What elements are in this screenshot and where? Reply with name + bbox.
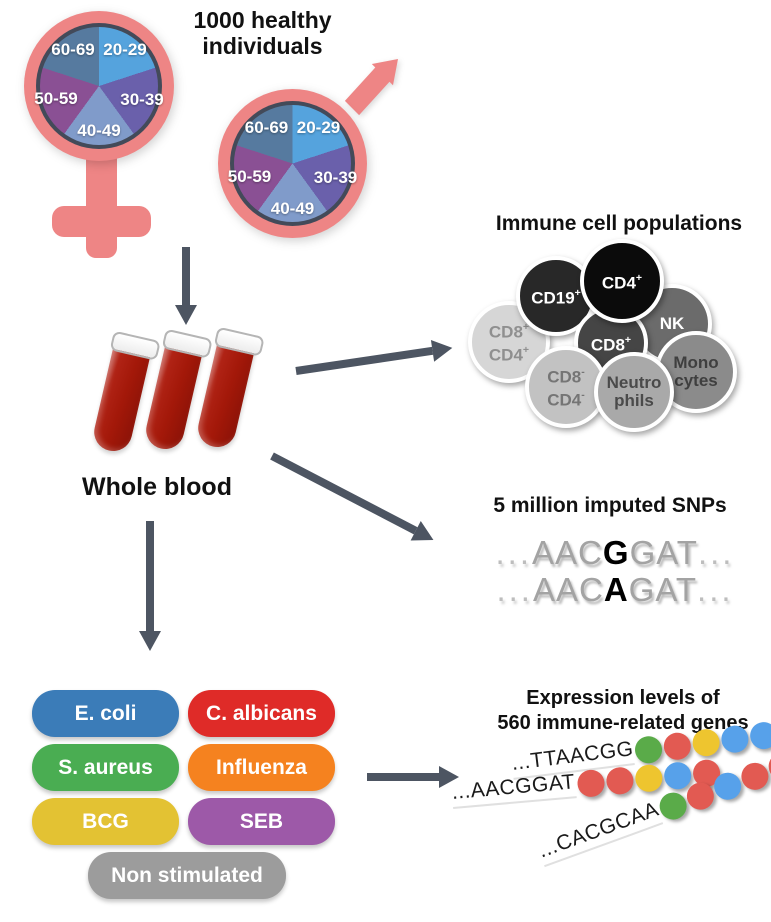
stimulation-pill-label: BCG	[82, 809, 129, 833]
arrow-cohort-to-blood	[175, 247, 197, 325]
sequence-text: GAT	[629, 534, 698, 571]
age-group-label: 30-39	[313, 167, 358, 187]
stimulation-pill: S. aureus	[32, 744, 179, 791]
immune-cell-circle: CD4+	[580, 239, 664, 323]
immune-cell-label: CD4+	[601, 271, 643, 293]
arrow-blood-to-snps	[267, 446, 439, 550]
cohort-title-line1: 1000 healthy	[193, 7, 332, 33]
sequence-text: GAT	[628, 571, 698, 608]
expression-dot	[633, 763, 664, 793]
male-symbol-arrow-icon	[344, 59, 398, 116]
male-age-pie-labels: 20-29 30-39 40-49 50-59 60-69	[218, 89, 367, 238]
whole-blood-label: Whole blood	[82, 473, 232, 501]
age-group-label: 40-49	[77, 121, 121, 140]
expression-dot	[749, 720, 771, 751]
immune-cell-label: CD8-	[547, 366, 585, 387]
immune-cell-label: CD8+	[590, 333, 632, 355]
female-age-pie-labels: 20-29 30-39 40-49 50-59 60-69	[24, 11, 174, 161]
age-group-label: 40-49	[270, 198, 315, 218]
stimulation-pill: Influenza	[188, 744, 335, 791]
sequence-text: ...	[697, 571, 734, 608]
expression-title-line1: Expression levels of	[526, 687, 720, 709]
stimulation-pill-label: SEB	[239, 809, 284, 833]
expression-title: Expression levels of 560 immune-related …	[468, 686, 771, 736]
age-group-label: 50-59	[34, 89, 78, 108]
sequence-text: ...	[697, 534, 735, 571]
female-symbol-cross-horizontal	[52, 206, 151, 237]
expression-dot	[662, 730, 693, 761]
age-group-label: 60-69	[244, 117, 289, 137]
immune-cell-label: cytes	[674, 371, 718, 390]
sequence-text: ...	[496, 571, 533, 608]
age-group-label: 30-39	[120, 90, 164, 109]
immune-cell-circle: Neutro phils	[594, 352, 674, 432]
stimulation-pill: E. coli	[32, 690, 179, 737]
expression-dot	[633, 734, 664, 765]
snp-allele-letter: A	[603, 571, 629, 608]
expression-dot	[737, 758, 771, 794]
stimulation-pill-label: C. albicans	[206, 701, 317, 725]
age-group-label: 60-69	[51, 40, 95, 59]
strand-sequence-text: ...AACGGAT	[450, 770, 577, 809]
sequence-text: ...	[495, 534, 533, 571]
male-pie-border	[230, 101, 355, 226]
stimulation-pill: SEB	[188, 798, 335, 845]
female-age-pie-chart	[40, 27, 158, 145]
sequence-text: AAC	[532, 571, 604, 608]
stimulation-pill-label: Influenza	[215, 755, 307, 779]
female-pie-border	[36, 23, 162, 149]
stimulation-pill-label: S. aureus	[58, 755, 153, 779]
male-symbol-icon: 20-29 30-39 40-49 50-59 60-69	[218, 89, 367, 238]
snps-title: 5 million imputed SNPs	[493, 494, 727, 517]
cohort-title-line2: individuals	[202, 33, 323, 59]
cohort-title: 1000 healthy individuals	[180, 7, 345, 59]
immune-cell-label: CD19+	[531, 286, 581, 308]
immune-cell-label: CD8+	[488, 321, 530, 342]
immune-cell-label: NK	[659, 314, 685, 333]
immune-cells-title: Immune cell populations	[495, 212, 743, 235]
immune-cell-label: Mono	[673, 353, 719, 372]
female-symbol-icon: 20-29 30-39 40-49 50-59 60-69	[24, 11, 174, 161]
expression-dot	[604, 765, 635, 795]
arrow-stimulations-to-expression	[367, 766, 459, 788]
age-group-label: 20-29	[296, 117, 341, 137]
female-symbol-cross-vertical	[86, 148, 117, 258]
snp-allele-letter: G	[602, 534, 630, 571]
immune-cell-label: CD4-	[547, 389, 585, 410]
expression-dot	[720, 723, 751, 754]
strand-sequence-text: ...CACGCAA	[535, 797, 664, 868]
age-group-label: 20-29	[103, 40, 147, 59]
expression-dot	[691, 727, 722, 758]
arrow-blood-to-immune-cells	[294, 337, 454, 382]
immune-cell-circle: CD8+ CD4+	[468, 301, 550, 383]
expression-dot	[575, 768, 606, 798]
age-group-label: 50-59	[227, 166, 272, 186]
snp-sequence-line: ...AACAGAT...	[440, 571, 771, 609]
snp-sequence-line: ...AACGGAT...	[440, 534, 771, 572]
immune-cell-label: phils	[614, 391, 654, 410]
stimulation-pill: BCG	[32, 798, 179, 845]
male-age-pie-chart	[234, 105, 351, 222]
stimulation-pill: C. albicans	[188, 690, 335, 737]
stimulation-pill: Non stimulated	[88, 852, 286, 899]
expression-title-line2: 560 immune-related genes	[497, 712, 749, 734]
stimulation-pill-label: E. coli	[74, 701, 137, 725]
immune-cell-label: CD4+	[488, 344, 530, 365]
sequence-text: AAC	[532, 534, 603, 571]
immune-cell-label: Neutro	[606, 373, 662, 392]
stimulation-pill-label: Non stimulated	[111, 863, 263, 887]
arrow-blood-to-stimulations	[139, 521, 161, 651]
